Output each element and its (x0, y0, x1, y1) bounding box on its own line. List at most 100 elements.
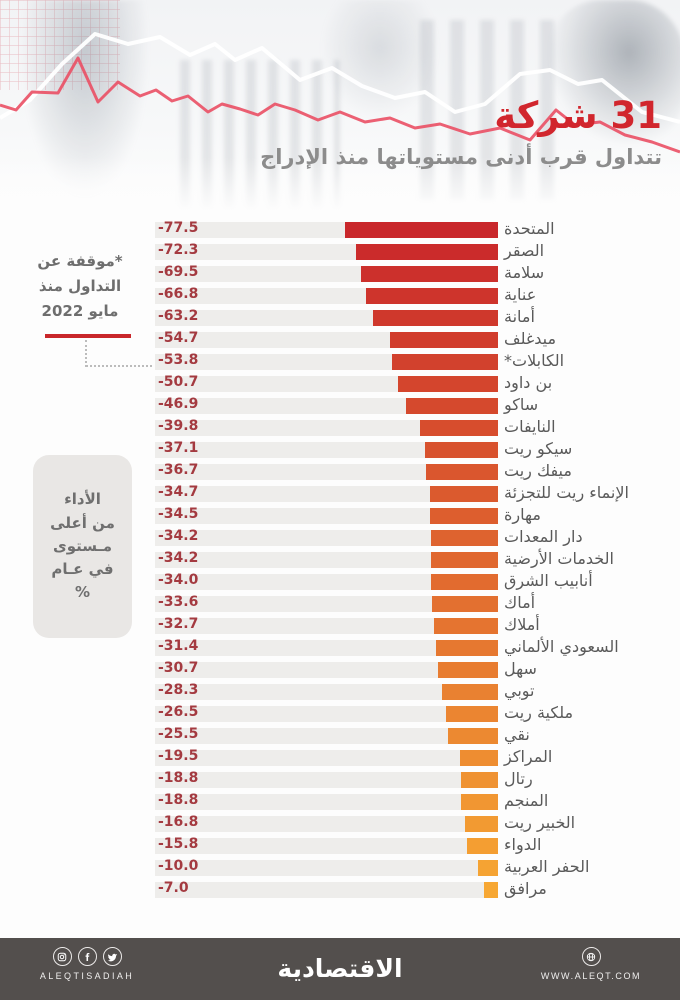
bar-row: -66.8 عناية (0, 285, 680, 307)
bar-track (155, 750, 498, 766)
twitter-icon (102, 947, 122, 966)
bar (448, 728, 498, 744)
bar-label: المتحدة (504, 219, 555, 238)
bar-row: -54.7 ميدغلف (0, 329, 680, 351)
bar-label: الإنماء ريت للتجزئة (504, 483, 629, 502)
bar-row: -36.7 ميفك ريت (0, 461, 680, 483)
social-icons (28, 947, 146, 966)
bar-row: -77.5 المتحدة (0, 219, 680, 241)
bar-label: دار المعدات (504, 527, 583, 546)
bar-label: الخدمات الأرضية (504, 549, 614, 568)
bar (392, 354, 498, 370)
suspended-note-line: التداول منذ (38, 276, 122, 295)
bar (461, 772, 498, 788)
bar (465, 816, 498, 832)
bar-row: -18.8 رتال (0, 769, 680, 791)
bar-label: أماك (504, 593, 536, 612)
bar (434, 618, 498, 634)
bar-track (155, 508, 498, 524)
bar-value: -46.9 (158, 396, 199, 412)
bar-label: أنابيب الشرق (504, 571, 593, 590)
bar-chart: -77.5 المتحدة -72.3 الصقر -69.5 سلامة -66.8 عنا… (0, 219, 680, 901)
note-connector-horizontal (86, 365, 152, 367)
bar-track (155, 728, 498, 744)
bar (461, 794, 498, 810)
pink-grid-decor (0, 0, 120, 90)
website-block: WWW.ALEQT.COM (526, 947, 656, 981)
bar-rows: -77.5 المتحدة -72.3 الصقر -69.5 سلامة -66.8 عنا… (0, 219, 680, 901)
suspended-note: *موقفة عن التداول منذ مايو 2022 (26, 249, 134, 323)
bar-label: النايفات (504, 417, 556, 436)
bar (431, 574, 498, 590)
bar-label: مهارة (504, 505, 541, 524)
bar (430, 508, 498, 524)
suspended-note-line: مايو 2022 (41, 301, 119, 320)
bar-track (155, 772, 498, 788)
bar-track (155, 794, 498, 810)
bar-row: -46.9 ساكو (0, 395, 680, 417)
bar (431, 530, 498, 546)
bar-track (155, 574, 498, 590)
bar-label: سيكو ريت (504, 439, 573, 458)
bar-value: -69.5 (158, 264, 199, 280)
bar (460, 750, 498, 766)
bar-row: -28.3 توبي (0, 681, 680, 703)
bar (406, 398, 498, 414)
bar-row: -34.5 مهارة (0, 505, 680, 527)
stock-lines-decor (0, 32, 680, 154)
bar-value: -34.2 (158, 550, 199, 566)
bar-value: -18.8 (158, 792, 199, 808)
bar-label: المنجم (504, 791, 549, 810)
bar-row: -34.2 دار المعدات (0, 527, 680, 549)
bar-value: -30.7 (158, 660, 199, 676)
bar-track (155, 596, 498, 612)
worldmap-decor (545, 0, 680, 150)
page-title: 31 شركة (494, 94, 662, 137)
bar-label: عناية (504, 285, 537, 304)
bar-track (155, 706, 498, 722)
bar-row: -15.8 الدواء (0, 835, 680, 857)
bar-row: -34.0 أنابيب الشرق (0, 571, 680, 593)
bar-value: -25.5 (158, 726, 199, 742)
coins-decor-2 (320, 0, 440, 120)
bar-track (155, 662, 498, 678)
bar-row: -72.3 الصقر (0, 241, 680, 263)
bar-label: أملاك (504, 615, 540, 634)
page-subtitle: تتداول قرب أدنى مستوياتها منذ الإدراج (260, 144, 662, 169)
bar-label: مرافق (504, 879, 547, 898)
bar-row: -18.8 المنجم (0, 791, 680, 813)
bar-label: توبي (504, 681, 535, 700)
bar-row: -50.7 بن داود (0, 373, 680, 395)
bar-row: -53.8 الكابلات* (0, 351, 680, 373)
bar-label: ساكو (504, 395, 539, 414)
bar-value: -18.8 (158, 770, 199, 786)
bar-value: -15.8 (158, 836, 199, 852)
bar-label: نقي (504, 725, 530, 744)
bar-label: سهل (504, 659, 537, 678)
bar-label: رتال (504, 769, 533, 788)
bar (446, 706, 498, 722)
bar-label: الخبير ريت (504, 813, 576, 832)
bar-label: المراكز (504, 747, 553, 766)
bar-row: -32.7 أملاك (0, 615, 680, 637)
bar-label: ملكية ريت (504, 703, 574, 722)
bar-value: -54.7 (158, 330, 199, 346)
social-handle: ALEQTISADIAH (39, 971, 135, 981)
note-underline (45, 334, 131, 338)
bar-value: -34.2 (158, 528, 199, 544)
bar-value: -72.3 (158, 242, 199, 258)
bar-track (155, 530, 498, 546)
bar-row: -26.5 ملكية ريت (0, 703, 680, 725)
bar-row: -30.7 سهل (0, 659, 680, 681)
bar (442, 684, 498, 700)
aleqtisadiah-logo: الاقتصادية (277, 954, 403, 983)
bar-label: الدواء (504, 835, 542, 854)
bar-track (155, 684, 498, 700)
bar-row: -34.2 الخدمات الأرضية (0, 549, 680, 571)
bar (431, 552, 498, 568)
bar-track (155, 838, 498, 854)
website-url: WWW.ALEQT.COM (540, 971, 642, 981)
bar (345, 222, 498, 238)
bar-value: -50.7 (158, 374, 199, 390)
note-connector-vertical (85, 340, 87, 367)
